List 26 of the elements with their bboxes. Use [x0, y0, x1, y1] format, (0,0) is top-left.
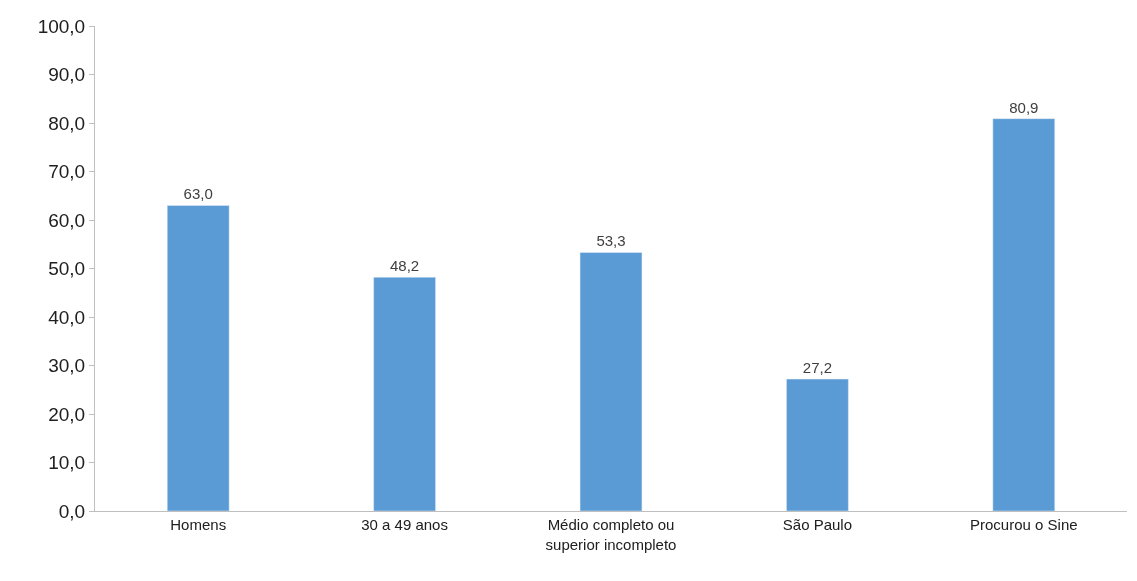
bar — [373, 276, 436, 511]
y-tick-label: 0,0 — [58, 500, 86, 522]
y-tick-label: 20,0 — [48, 403, 86, 425]
data-label: 80,9 — [1009, 98, 1039, 116]
y-tick-label: 50,0 — [48, 258, 86, 280]
x-tick-label: 30 a 49 anos — [361, 516, 448, 533]
data-label: 63,0 — [183, 185, 213, 203]
data-label: 27,2 — [802, 359, 832, 377]
y-tick-label: 40,0 — [48, 306, 86, 328]
y-tick-label: 60,0 — [48, 209, 86, 231]
bar — [579, 252, 643, 511]
y-tick-label: 10,0 — [48, 452, 86, 474]
bar — [786, 378, 849, 511]
y-tick-label: 100,0 — [37, 15, 86, 37]
data-label: 48,2 — [390, 257, 420, 275]
x-tick-label: Procurou o Sine — [970, 516, 1078, 533]
y-tick-label: 30,0 — [48, 355, 86, 377]
bar — [992, 118, 1056, 511]
x-tick-label: Médio completo ou superior incompleto — [545, 516, 677, 553]
x-tick-label: Homens — [170, 516, 227, 533]
y-tick-label: 80,0 — [48, 112, 86, 134]
y-tick-label: 90,0 — [48, 64, 86, 86]
bar — [166, 205, 230, 511]
data-label: 53,3 — [596, 232, 626, 250]
x-tick-label: São Paulo — [782, 516, 853, 533]
y-tick-label: 70,0 — [48, 161, 86, 183]
